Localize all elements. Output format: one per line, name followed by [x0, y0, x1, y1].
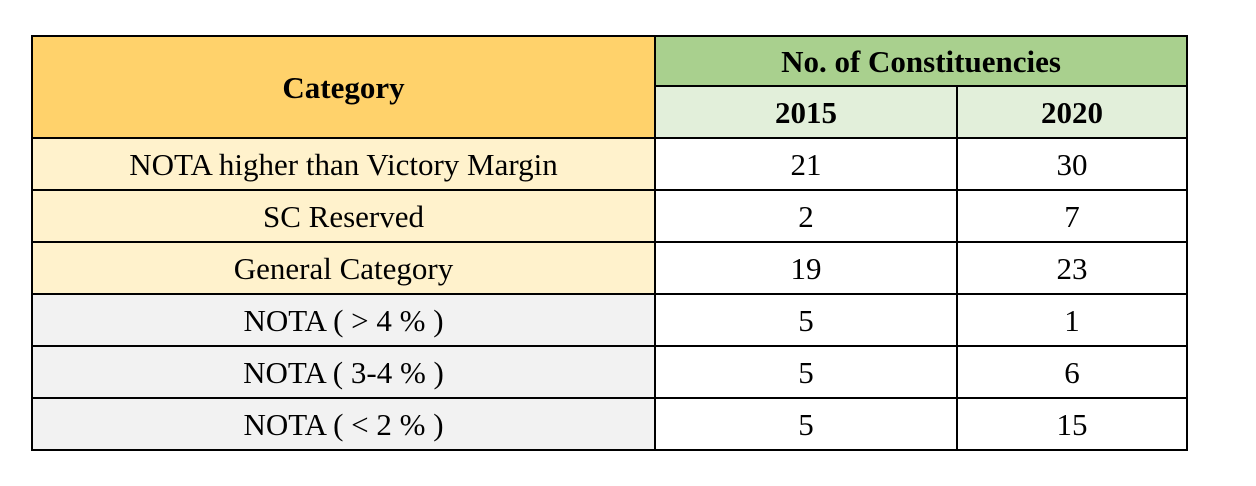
value-2020: 1 — [955, 293, 1189, 347]
table-row: SC Reserved 2 7 — [31, 189, 1189, 243]
value-2015: 19 — [654, 241, 958, 295]
row-category: SC Reserved — [31, 189, 656, 243]
row-category: NOTA ( < 2 % ) — [31, 397, 656, 451]
value-2015: 5 — [654, 293, 958, 347]
table-row: NOTA ( < 2 % ) 5 15 — [31, 397, 1189, 451]
table-row: NOTA ( > 4 % ) 5 1 — [31, 293, 1189, 347]
row-category: NOTA ( > 4 % ) — [31, 293, 656, 347]
year-header-2020: 2020 — [955, 85, 1189, 139]
value-2015: 5 — [654, 345, 958, 399]
value-2020: 15 — [955, 397, 1189, 451]
year-header-2015: 2015 — [654, 85, 958, 139]
value-2015: 5 — [654, 397, 958, 451]
table-row: NOTA higher than Victory Margin 21 30 — [31, 137, 1189, 191]
value-2020: 7 — [955, 189, 1189, 243]
category-header: Category — [31, 35, 656, 139]
row-category: General Category — [31, 241, 656, 295]
row-category: NOTA ( 3-4 % ) — [31, 345, 656, 399]
value-2015: 21 — [654, 137, 958, 191]
value-2020: 30 — [955, 137, 1189, 191]
value-2020: 23 — [955, 241, 1189, 295]
value-2020: 6 — [955, 345, 1189, 399]
nota-constituency-table: Category No. of Constituencies 2015 2020… — [31, 35, 1189, 451]
constituencies-group-header: No. of Constituencies — [653, 35, 1189, 87]
table-row: NOTA ( 3-4 % ) 5 6 — [31, 345, 1189, 399]
table-row: General Category 19 23 — [31, 241, 1189, 295]
value-2015: 2 — [654, 189, 958, 243]
row-category: NOTA higher than Victory Margin — [31, 137, 656, 191]
